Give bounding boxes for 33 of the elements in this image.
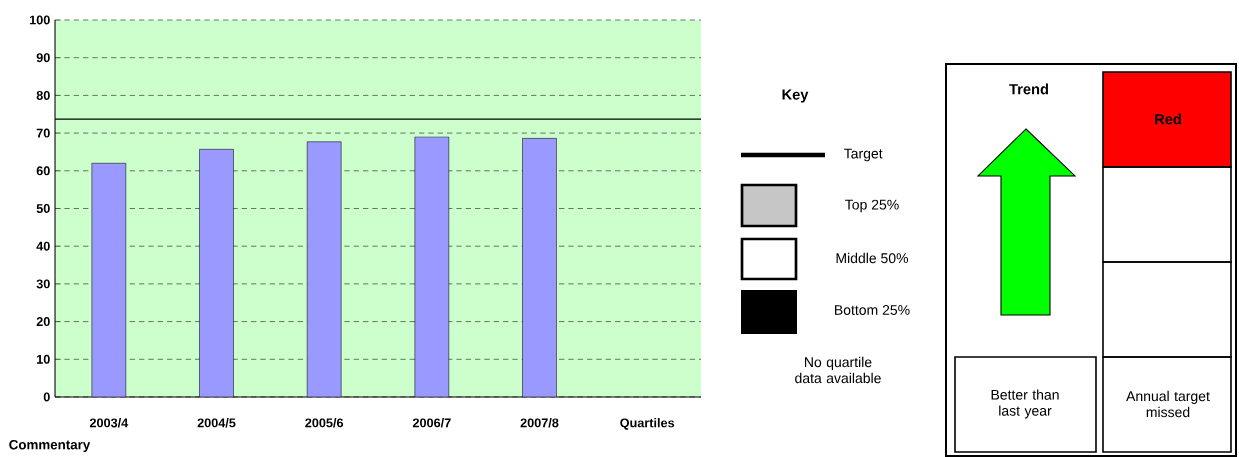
text: Trend [1009, 83, 1048, 95]
text: Key [782, 89, 809, 103]
y-tick-label: 0 [43, 392, 50, 402]
y-tick-label: 80 [36, 90, 50, 100]
y-tick-label: 50 [36, 204, 50, 213]
text: Red [1155, 113, 1181, 125]
y-tick-label: 40 [36, 241, 50, 251]
x-tick-label: 2007/8 [520, 418, 559, 428]
text: Bottom 25% [835, 305, 910, 315]
text: Middle 50% [836, 252, 909, 264]
y-tick-label: 90 [36, 53, 50, 63]
bar [91, 162, 127, 397]
y-tick-label: 10 [37, 354, 50, 364]
x-tick-label: 2006/7 [412, 418, 451, 428]
bar [414, 136, 450, 397]
text: Top 25% [845, 199, 899, 213]
y-tick-label: 100 [29, 15, 50, 25]
y-tick-label: 30 [36, 279, 50, 289]
x-tick-label: 2005/6 [305, 418, 344, 428]
bar [306, 141, 342, 397]
y-tick-label: 70 [36, 128, 50, 138]
y-tick-label: 20 [36, 317, 50, 327]
text: Commentary [9, 439, 91, 453]
text: Better than last year [991, 389, 1059, 419]
text: No quartile data available [795, 356, 881, 384]
bar [522, 138, 557, 397]
text: Annual target missed [1126, 390, 1210, 418]
x-tick-label: 2004/5 [197, 418, 236, 428]
x-tick-label: 2003/4 [89, 418, 129, 428]
bar [199, 149, 234, 397]
y-tick-label: 60 [36, 166, 50, 176]
ref-line-label: Target [844, 148, 883, 162]
x-tick-label: Quartiles [620, 418, 675, 430]
